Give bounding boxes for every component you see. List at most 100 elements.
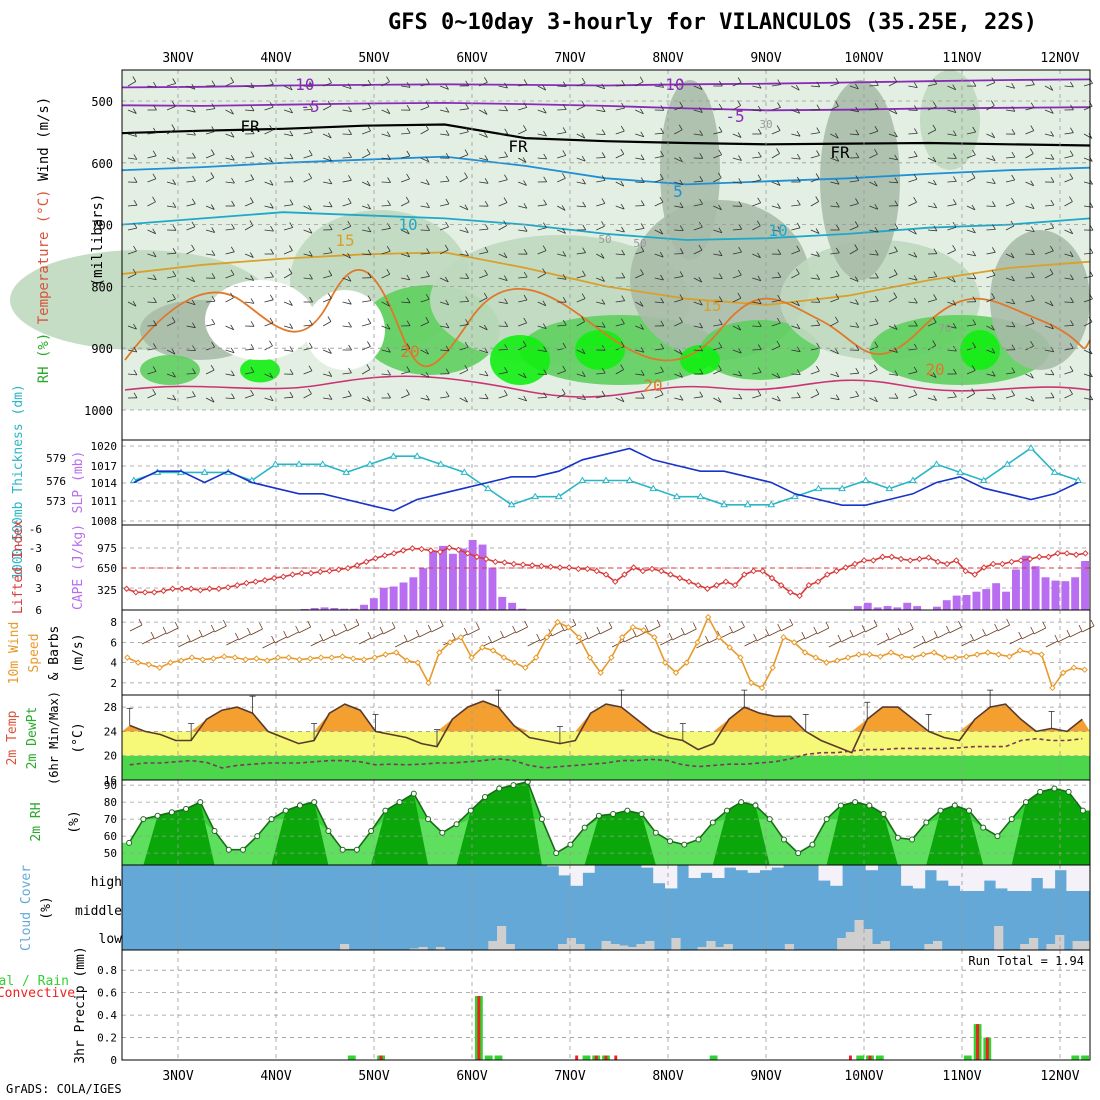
wind-barb — [210, 396, 215, 403]
wind-barb — [1064, 370, 1074, 375]
surface-wind-barb — [1021, 632, 1034, 640]
wind-barb — [1010, 252, 1015, 259]
wind-barb — [1044, 204, 1054, 207]
wind-barb — [893, 324, 898, 330]
wind-barb — [381, 373, 391, 376]
wind-barb — [205, 177, 215, 183]
lifted-index-line-point — [934, 558, 942, 566]
wind-barb — [874, 318, 879, 325]
wind-barb — [269, 124, 274, 131]
wind-barb — [205, 108, 215, 111]
wind-barb — [283, 273, 293, 279]
wind-barb — [752, 156, 762, 159]
wind-barb — [250, 389, 254, 396]
wind-barb — [1005, 253, 1015, 259]
wind-barb — [440, 396, 450, 399]
wind-barb — [654, 301, 664, 304]
wind-barb — [464, 204, 469, 210]
wind-barb — [562, 173, 566, 179]
wind-barb — [288, 268, 293, 274]
wind-barb — [523, 125, 527, 131]
rh2m-line-point — [410, 790, 417, 797]
wind-speed-line-point — [769, 664, 776, 671]
wind-barb — [855, 106, 860, 113]
wind-barb — [543, 369, 548, 375]
rh2m-line-point — [951, 802, 958, 809]
wind-barb — [401, 253, 410, 258]
temp-fill — [122, 701, 1090, 732]
wind-barb — [518, 229, 528, 232]
lifted-index-line-point — [713, 582, 720, 589]
wind-barb — [952, 244, 956, 251]
wind-barb — [186, 249, 195, 255]
wind-barb — [791, 250, 800, 255]
surface-wind-barb — [274, 636, 287, 644]
cape-tick-label: 325 — [97, 584, 117, 597]
wind-barb — [270, 225, 274, 232]
wind-barb — [348, 106, 352, 112]
low-cloud-bar — [610, 944, 620, 950]
wind-barb — [425, 348, 429, 355]
thickness-line-point — [531, 492, 540, 500]
wind-barb — [133, 199, 138, 206]
cape-bar — [883, 606, 892, 610]
wind-barb — [810, 393, 820, 399]
wind-barb — [362, 107, 371, 111]
thickness-line-point — [838, 484, 846, 492]
wind-barb — [654, 394, 664, 399]
wind-barb — [718, 319, 723, 325]
rh2m-line-point — [254, 833, 261, 840]
wind-barb — [640, 392, 645, 399]
wind-barb — [1005, 301, 1015, 305]
wind-barb — [132, 300, 137, 307]
wind-speed-line-point — [296, 656, 303, 663]
rh2m-line-point — [311, 799, 318, 806]
wind-barb — [908, 371, 918, 375]
date-tick-label-bottom: 5NOV — [358, 1069, 389, 1084]
wind-barb — [166, 157, 176, 162]
cape-bar — [458, 548, 467, 610]
wind-barb — [732, 105, 741, 111]
date-tick-label-bottom: 9NOV — [750, 1069, 781, 1084]
surface-wind-barb — [840, 635, 854, 643]
wind-barb — [894, 177, 899, 184]
wind-barb — [992, 224, 996, 230]
wind-speed-line-point — [737, 654, 744, 661]
wind-barb — [270, 79, 274, 85]
lifted-index-line-point — [307, 569, 315, 577]
wind-barb — [639, 76, 644, 83]
wind-barb — [459, 277, 469, 279]
rh2m-line-point — [966, 807, 972, 814]
wind-barb — [596, 372, 606, 375]
wind-speed-line-point — [436, 649, 443, 656]
surface-wind-barb — [467, 628, 480, 636]
wind-barb — [581, 293, 586, 299]
surface-wind-barb — [515, 626, 528, 634]
wind-barb — [738, 246, 742, 253]
lifted-index-line-point — [234, 582, 241, 589]
wind-barb — [440, 226, 449, 231]
wind-barb — [361, 181, 371, 187]
wind-barb — [991, 247, 996, 253]
surface-wind-barb — [202, 630, 215, 638]
wind-barb — [557, 370, 566, 375]
wind-barb — [171, 348, 176, 355]
wind-barb — [264, 299, 274, 303]
wind-barb — [309, 296, 313, 303]
wind-barb — [966, 347, 976, 351]
wind-barb — [738, 201, 743, 207]
high-cloud-bar — [948, 865, 961, 886]
wind-barb — [479, 133, 488, 138]
wind-barb — [795, 84, 800, 91]
wind-barb — [230, 347, 235, 354]
wind-barb — [308, 172, 313, 179]
pressure-unit-label: (millibars) — [90, 194, 106, 287]
rh2m-line-point — [538, 816, 545, 823]
wind-barb — [153, 104, 157, 111]
wind-barb — [693, 85, 703, 90]
wind-barb — [522, 157, 527, 163]
high-cloud-bar — [688, 865, 701, 878]
wind-barb — [269, 372, 274, 379]
wind-speed-line-point — [382, 651, 389, 658]
wind-barb — [153, 320, 157, 326]
